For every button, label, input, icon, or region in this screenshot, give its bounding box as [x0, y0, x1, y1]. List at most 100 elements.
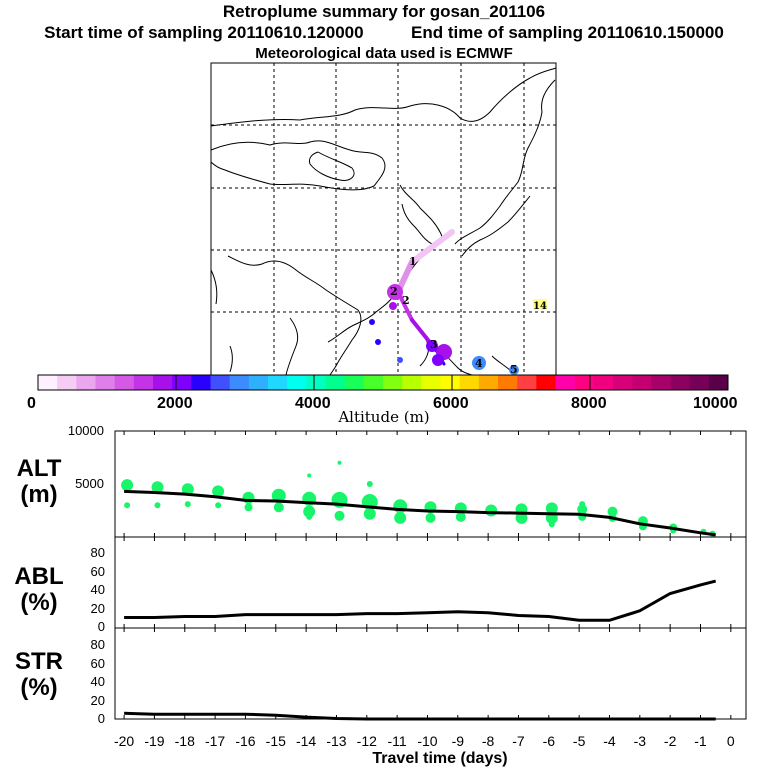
- colorbar-swatch: [172, 375, 192, 390]
- x-tick: 0: [726, 733, 735, 749]
- colorbar-swatch: [478, 375, 499, 390]
- x-tick: -4: [603, 733, 616, 749]
- altitude-point: [303, 505, 316, 518]
- altitude-point: [306, 513, 313, 520]
- alt-scatter: [121, 460, 716, 537]
- colorbar-tick: 2000: [157, 395, 193, 412]
- abl-label-line2: (%): [20, 589, 58, 616]
- plume-cluster: [432, 354, 444, 366]
- colorbar-swatch: [670, 375, 691, 390]
- colorbar-swatch: [306, 375, 326, 390]
- colorbar-swatch: [613, 375, 633, 390]
- colorbar-swatch: [498, 375, 518, 390]
- colorbar-swatch: [153, 375, 173, 390]
- colorbar-swatch: [383, 375, 403, 390]
- altitude-point: [121, 479, 134, 492]
- colorbar-swatch: [210, 375, 231, 390]
- altitude-point: [273, 502, 284, 513]
- altitude-point: [244, 503, 253, 512]
- altitude-point: [515, 511, 528, 524]
- str-frame: [114, 627, 747, 720]
- colorbar-swatch: [57, 375, 77, 390]
- met-data-label: Meteorological data used is ECMWF: [255, 45, 513, 62]
- plume-cluster: [375, 339, 381, 345]
- altitude-point: [151, 481, 164, 494]
- str-line: [124, 711, 716, 721]
- colorbar-swatch: [133, 375, 154, 390]
- colorbar-swatch: [325, 375, 346, 390]
- colorbar-swatch: [114, 375, 135, 390]
- str-ytick: 40: [90, 674, 105, 689]
- end-marker-bg: [533, 299, 547, 310]
- map-coastlines: [210, 67, 557, 376]
- altitude-point: [485, 504, 498, 517]
- chart-title: Retroplume summary for gosan_201106: [222, 2, 546, 21]
- abl-panel: [114, 536, 747, 629]
- colorbar-swatch: [440, 375, 461, 390]
- colorbar-swatch: [287, 375, 307, 390]
- end-time-label: End time of sampling 20110610.150000: [411, 23, 724, 42]
- colorbar-swatch: [421, 375, 441, 390]
- colorbar-swatch: [555, 375, 576, 390]
- abl-ytick: 0: [97, 619, 105, 634]
- x-tick: -18: [174, 733, 195, 749]
- colorbar-tick: 6000: [433, 395, 469, 412]
- colorbar-swatch: [344, 375, 365, 390]
- x-tick: -14: [295, 733, 317, 749]
- colorbar-swatch: [95, 375, 116, 390]
- colorbar-label: Altitude (m): [338, 408, 430, 426]
- x-tick: -12: [356, 733, 377, 749]
- plume-cluster: [369, 319, 375, 325]
- altitude-point: [271, 488, 286, 503]
- abl-ytick: 60: [90, 564, 105, 579]
- x-tick: -8: [481, 733, 495, 749]
- str-panel-label: STR (%): [4, 649, 74, 701]
- altitude-point: [215, 502, 222, 509]
- str-ytick: 60: [90, 656, 105, 671]
- colorbar-tick: 8000: [571, 395, 607, 412]
- str-panel: [114, 627, 747, 721]
- abl-ytick: 80: [90, 545, 105, 560]
- altitude-point: [577, 504, 588, 515]
- abl-label-line1: ABL: [14, 563, 64, 590]
- map-marker: 1: [409, 255, 417, 268]
- colorbar-frame: [37, 374, 729, 391]
- colorbar-swatch: [536, 375, 556, 390]
- x-tick: -1: [694, 733, 707, 749]
- colorbar-swatch: [593, 375, 614, 390]
- altitude-point: [548, 521, 555, 528]
- map-graticule: [211, 63, 556, 375]
- map-markers: 1 2 2 3 4 5 14: [390, 255, 547, 376]
- colorbar-swatch: [517, 375, 537, 390]
- altitude-point: [124, 502, 131, 509]
- plume-cluster-5: [509, 365, 519, 375]
- alt-ytick: 10000: [67, 423, 104, 438]
- colorbar: [37, 374, 729, 391]
- altitude-point: [307, 473, 312, 478]
- colorbar-swatch: [574, 375, 595, 390]
- colorbar-swatch: [459, 375, 480, 390]
- str-ytick: 0: [97, 711, 105, 726]
- altitude-point: [366, 481, 373, 487]
- map-marker: 14: [533, 301, 547, 312]
- alt-ytick: 5000: [75, 476, 104, 491]
- altitude-point: [337, 460, 342, 465]
- colorbar-swatch: [689, 375, 710, 390]
- x-tick: -20: [113, 733, 135, 749]
- map-panel: 1 2 2 3 4 5 14: [210, 62, 557, 376]
- colorbar-swatch: [229, 375, 250, 390]
- altitude-point: [545, 502, 558, 515]
- abl-line: [124, 579, 717, 622]
- altitude-point: [181, 483, 194, 496]
- abl-day-ticks: [123, 537, 732, 628]
- x-tick: -6: [542, 733, 556, 749]
- retroplume-track: [369, 229, 519, 375]
- x-tick: -2: [663, 733, 677, 749]
- x-tick: -16: [235, 733, 256, 749]
- plume-cluster-2: [387, 284, 403, 300]
- abl-panel-label: ABL (%): [4, 564, 74, 616]
- altitude-point: [334, 510, 345, 521]
- abl-ytick: 20: [90, 601, 105, 616]
- altitude-point: [184, 501, 191, 508]
